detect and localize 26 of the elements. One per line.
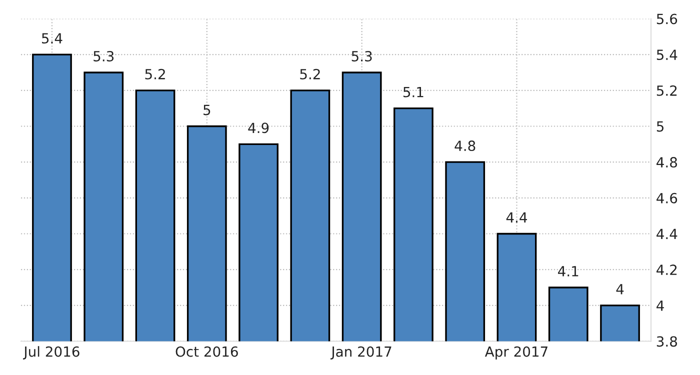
x-tick-label: Jan 2017 bbox=[330, 346, 392, 360]
x-tick-label: Apr 2017 bbox=[484, 346, 548, 360]
data-label: 5.2 bbox=[300, 68, 320, 80]
data-label: 5.4 bbox=[42, 33, 62, 44]
y-tick-label: 3.8 bbox=[656, 336, 677, 347]
y-tick-label: 5 bbox=[656, 121, 664, 132]
data-label: 5 bbox=[204, 104, 210, 116]
data-label: 4.9 bbox=[248, 122, 269, 134]
y-tick-label: 4.4 bbox=[656, 228, 678, 240]
data-label: 4.1 bbox=[558, 266, 578, 276]
x-tick-label: Oct 2016 bbox=[176, 346, 238, 357]
data-label: 5.3 bbox=[352, 50, 372, 62]
y-tick-label: 5.4 bbox=[656, 50, 678, 60]
y-tick-label: 4.6 bbox=[656, 192, 678, 204]
y-tick-label: 4.8 bbox=[656, 157, 677, 168]
data-label: 4.4 bbox=[506, 212, 528, 223]
data-label: 4 bbox=[616, 284, 624, 294]
y-tick-label: 5.6 bbox=[656, 14, 678, 24]
y-tick-label: 4.2 bbox=[656, 264, 677, 275]
data-label: 5.1 bbox=[403, 86, 424, 98]
y-tick-label: 5.2 bbox=[656, 85, 677, 96]
data-label: 5.3 bbox=[94, 50, 114, 62]
x-tick-label: Jul 2016 bbox=[23, 346, 80, 360]
data-label: 4.8 bbox=[454, 140, 476, 152]
y-tick-label: 4 bbox=[656, 300, 664, 311]
data-label: 5.2 bbox=[145, 68, 165, 80]
